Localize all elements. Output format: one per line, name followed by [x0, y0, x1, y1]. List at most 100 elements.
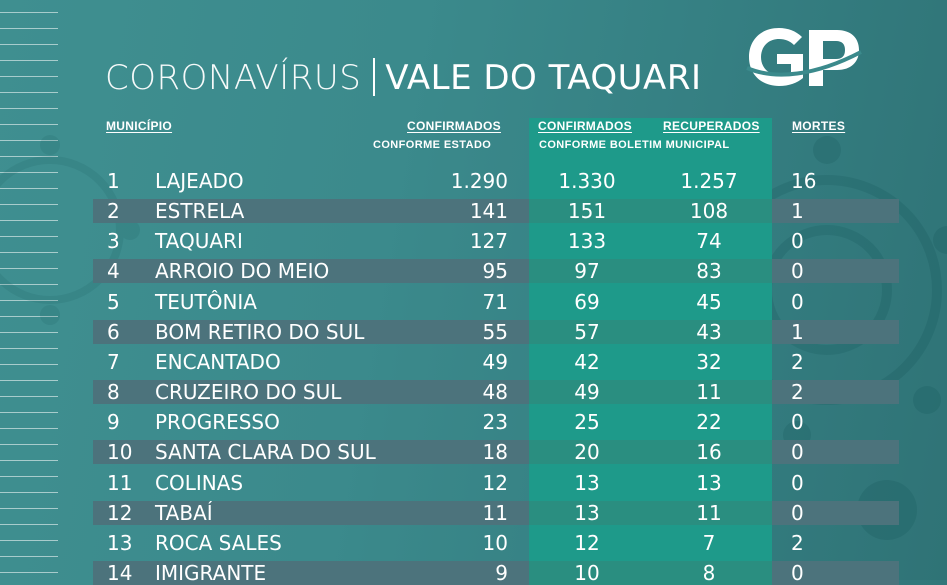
header-confirmados-boletim: CONFIRMADOS [538, 119, 632, 133]
table-row: 6 BOM RETIRO DO SUL 55 57 43 1 [93, 320, 899, 344]
table-row: 11 COLINAS 12 13 13 0 [93, 471, 899, 495]
table-row: 14 IMIGRANTE 9 10 8 0 [93, 561, 899, 585]
table-row: 10 SANTA CLARA DO SUL 18 20 16 0 [93, 440, 899, 464]
confirmados-estado-value: 127 [469, 229, 508, 253]
page-title: CORONAVÍRUS VALE DO TAQUARI [105, 58, 701, 98]
row-band-green [529, 380, 772, 404]
row-band-green [529, 440, 772, 464]
confirmados-estado-value: 10 [482, 531, 508, 555]
confirmados-estado-value: 18 [482, 440, 508, 464]
recuperados-value: 83 [696, 259, 722, 283]
mortes-value: 0 [791, 440, 804, 464]
header-mortes: MORTES [792, 119, 846, 133]
row-number: 10 [107, 440, 133, 464]
row-number: 13 [107, 531, 133, 555]
header-confirmados-estado: CONFIRMADOS [407, 119, 501, 133]
recuperados-value: 1.257 [680, 169, 738, 193]
confirmados-estado-value: 9 [495, 561, 508, 585]
confirmados-estado-value: 1.290 [450, 169, 508, 193]
confirmados-estado-value: 48 [482, 380, 508, 404]
confirmados-boletim-value: 151 [567, 199, 607, 223]
table-row: 1 LAJEADO 1.290 1.330 1.257 16 [93, 169, 899, 193]
mortes-value: 16 [791, 169, 817, 193]
recuperados-value: 74 [696, 229, 722, 253]
recuperados-value: 43 [696, 320, 722, 344]
row-number: 1 [107, 169, 120, 193]
mortes-value: 1 [791, 199, 804, 223]
virus-background-left-icon [0, 135, 140, 325]
row-number: 2 [107, 199, 120, 223]
gp-logo-icon [746, 28, 862, 86]
recuperados-value: 7 [702, 531, 716, 555]
mortes-value: 0 [791, 501, 804, 525]
confirmados-estado-value: 23 [482, 410, 508, 434]
municipio-name: TEUTÔNIA [155, 290, 257, 314]
row-band-green [529, 259, 772, 283]
confirmados-boletim-value: 133 [567, 229, 607, 253]
table-row: 5 TEUTÔNIA 71 69 45 0 [93, 290, 899, 314]
table-row: 2 ESTRELA 141 151 108 1 [93, 199, 899, 223]
confirmados-estado-value: 11 [482, 501, 508, 525]
confirmados-boletim-value: 13 [574, 501, 600, 525]
mortes-value: 0 [791, 259, 804, 283]
confirmados-boletim-value: 49 [574, 380, 600, 404]
municipio-name: IMIGRANTE [155, 561, 267, 585]
mortes-value: 0 [791, 410, 804, 434]
recuperados-value: 13 [696, 471, 722, 495]
title-part-2: VALE DO TAQUARI [385, 58, 702, 98]
mortes-value: 0 [791, 471, 804, 495]
table-row: 9 PROGRESSO 23 25 22 0 [93, 410, 899, 434]
confirmados-estado-value: 141 [469, 199, 508, 223]
subheader-conforme-boletim: CONFORME BOLETIM MUNICIPAL [539, 139, 730, 151]
municipio-name: ARROIO DO MEIO [155, 259, 330, 283]
confirmados-boletim-value: 1.330 [558, 169, 616, 193]
confirmados-boletim-value: 10 [574, 561, 600, 585]
municipio-name: PROGRESSO [155, 410, 280, 434]
confirmados-boletim-value: 42 [574, 350, 600, 374]
title-separator [373, 58, 376, 96]
confirmados-estado-value: 95 [482, 259, 508, 283]
table-row: 8 CRUZEIRO DO SUL 48 49 11 2 [93, 380, 899, 404]
recuperados-value: 11 [696, 380, 722, 404]
row-number: 7 [107, 350, 120, 374]
table-row: 3 TAQUARI 127 133 74 0 [93, 229, 899, 253]
confirmados-boletim-value: 25 [574, 410, 600, 434]
header-recuperados: RECUPERADOS [663, 119, 760, 133]
row-number: 5 [107, 290, 120, 314]
recuperados-value: 8 [702, 561, 716, 585]
mortes-value: 2 [791, 350, 804, 374]
municipio-name: ROCA SALES [155, 531, 282, 555]
decorative-stripes [0, 0, 58, 580]
municipio-name: COLINAS [155, 471, 244, 495]
row-number: 11 [107, 471, 133, 495]
confirmados-boletim-value: 97 [574, 259, 600, 283]
municipio-name: TABAÍ [155, 501, 213, 525]
municipio-name: ENCANTADO [155, 350, 281, 374]
row-number: 9 [107, 410, 120, 434]
subheader-conforme-estado: CONFORME ESTADO [373, 139, 492, 151]
confirmados-boletim-value: 69 [574, 290, 600, 314]
row-number: 3 [107, 229, 120, 253]
row-number: 14 [107, 561, 133, 585]
mortes-value: 0 [791, 229, 804, 253]
row-number: 6 [107, 320, 120, 344]
confirmados-boletim-value: 12 [574, 531, 600, 555]
header-municipio: MUNICÍPIO [106, 119, 173, 133]
municipio-name: LAJEADO [155, 169, 244, 193]
municipio-name: SANTA CLARA DO SUL [155, 440, 376, 464]
row-number: 4 [107, 259, 120, 283]
confirmados-estado-value: 55 [482, 320, 508, 344]
row-band-green [529, 320, 772, 344]
recuperados-value: 11 [696, 501, 722, 525]
row-number: 12 [107, 501, 133, 525]
municipio-name: CRUZEIRO DO SUL [155, 380, 342, 404]
municipio-name: ESTRELA [155, 199, 245, 223]
row-band-green [529, 501, 772, 525]
confirmados-boletim-value: 13 [574, 471, 600, 495]
mortes-value: 0 [791, 561, 804, 585]
table-row: 7 ENCANTADO 49 42 32 2 [93, 350, 899, 374]
recuperados-value: 22 [696, 410, 722, 434]
mortes-value: 0 [791, 290, 804, 314]
row-band-green [529, 199, 772, 223]
recuperados-value: 108 [689, 199, 729, 223]
